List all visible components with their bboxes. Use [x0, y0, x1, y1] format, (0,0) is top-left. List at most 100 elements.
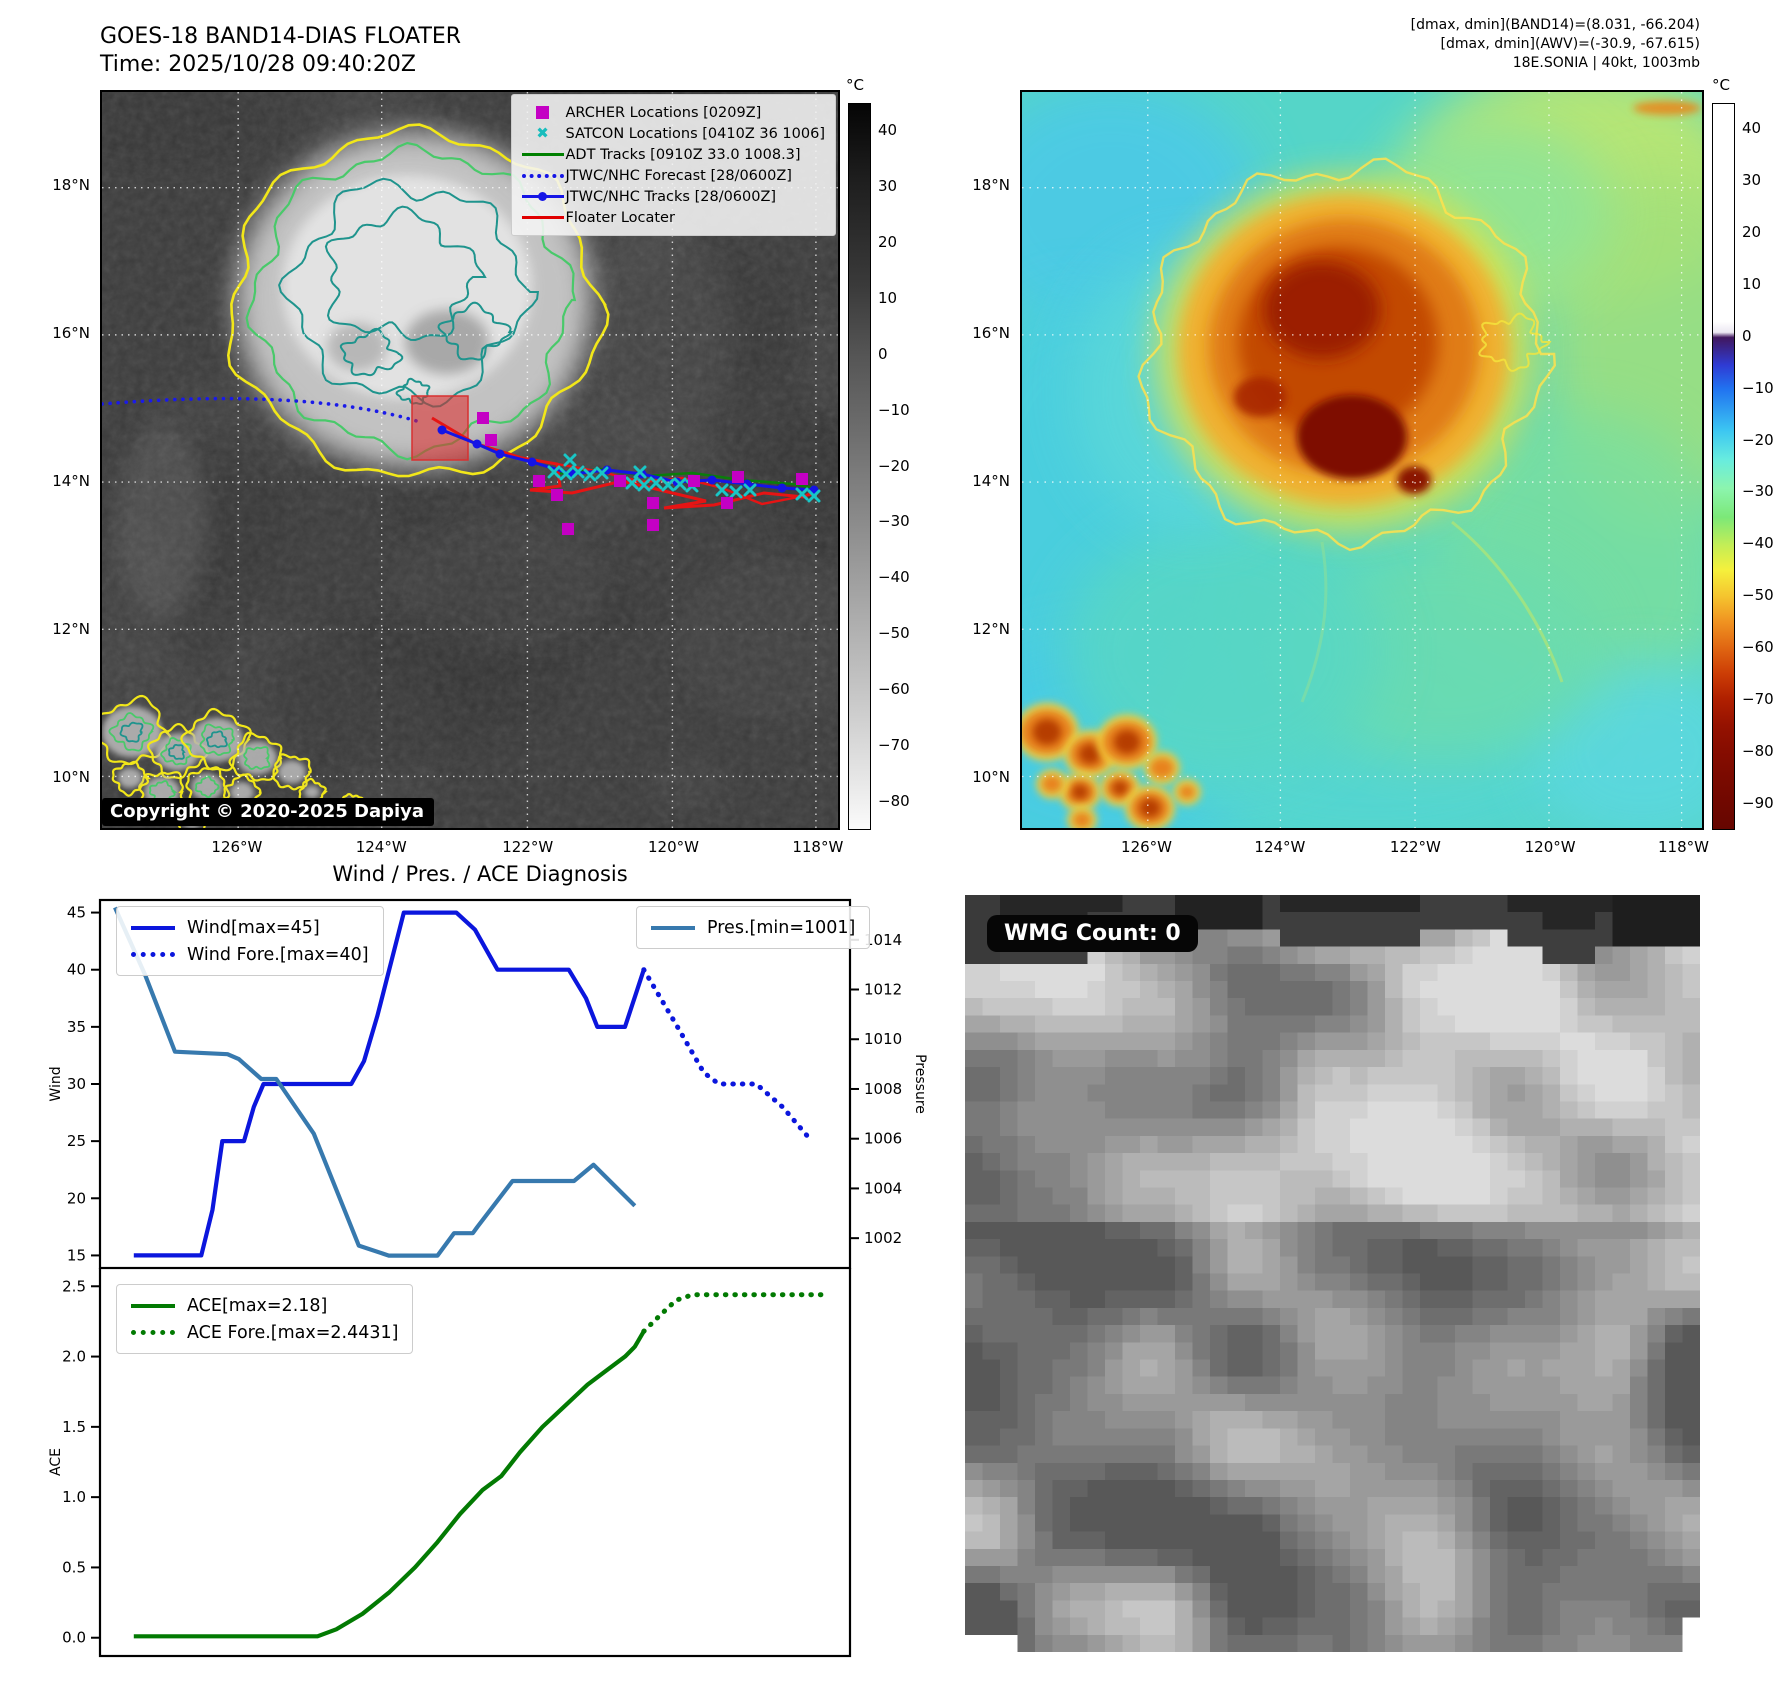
ace-legend-row: ACE[max=2.18] — [131, 1292, 398, 1319]
legend-label: Floater Locater — [565, 209, 675, 226]
awv-colorbar — [1712, 103, 1735, 830]
svg-text:1.0: 1.0 — [62, 1488, 86, 1506]
page-subtitle-time: Time: 2025/10/28 09:40:20Z — [100, 52, 416, 77]
ace-fore-legend-row: ACE Fore.[max=2.4431] — [131, 1319, 398, 1346]
wmg-image — [965, 895, 1700, 1652]
pres-legend-row: Pres.[min=1001] — [651, 914, 855, 941]
copyright-badge: Copyright © 2020-2025 Dapiya — [102, 798, 435, 826]
colorbar-tick-label: −30 — [878, 512, 910, 531]
legend-label: SATCON Locations [0410Z 36 1006] — [565, 125, 825, 142]
legend-label: ARCHER Locations [0209Z] — [565, 104, 762, 121]
pres-legend-label: Pres.[min=1001] — [707, 917, 856, 938]
lat-tick-label: 12°N — [52, 620, 90, 639]
band14-colorbar-unit: °C — [846, 76, 864, 94]
lon-tick-label: 120°W — [648, 838, 699, 856]
legend-label: JTWC/NHC Tracks [28/0600Z] — [565, 188, 777, 205]
awv-lat-axis: 18°N 16°N 14°N 12°N 10°N — [958, 90, 1014, 830]
lat-tick-label: 10°N — [972, 768, 1010, 787]
lon-tick-label: 118°W — [792, 838, 844, 856]
info-dmax-awv: [dmax, dmin](AWV)=(-30.9, -67.615) — [1440, 36, 1700, 52]
lon-tick-label: 126°W — [211, 838, 263, 856]
ace-fore-dotted-icon — [131, 1330, 175, 1335]
lon-tick-label: 124°W — [355, 838, 407, 856]
colorbar-tick-label: 30 — [878, 176, 898, 195]
band14-map-panel: ARCHER Locations [0209Z] ✖ SATCON Locati… — [100, 90, 840, 830]
svg-text:45: 45 — [67, 904, 86, 922]
colorbar-tick-label: −70 — [878, 736, 910, 755]
ace-legend-box: ACE[max=2.18] ACE Fore.[max=2.4431] — [116, 1284, 414, 1354]
svg-text:25: 25 — [67, 1132, 86, 1150]
svg-text:2.5: 2.5 — [62, 1277, 86, 1295]
lat-tick-label: 18°N — [52, 176, 90, 195]
page-title: GOES-18 BAND14-DIAS FLOATER — [100, 24, 462, 49]
wmg-panel: WMG Count: 0 — [965, 895, 1700, 1652]
svg-text:35: 35 — [67, 1018, 86, 1036]
svg-text:0.5: 0.5 — [62, 1558, 86, 1576]
colorbar-tick-label: −60 — [878, 680, 910, 699]
wind-fore-dotted-icon — [131, 952, 175, 957]
lon-tick-label: 126°W — [1121, 838, 1173, 856]
adt-line-icon — [520, 153, 566, 156]
lat-tick-label: 10°N — [52, 768, 90, 787]
colorbar-tick-label: −20 — [878, 456, 910, 475]
wind-legend-label: Wind[max=45] — [187, 917, 320, 938]
svg-text:40: 40 — [67, 961, 86, 979]
band14-colorbar-ticks: 40 30 20 10 0 −10 −20 −30 −40 −50 −60 −70 −80 — [878, 103, 928, 830]
colorbar-tick-label: 10 — [1742, 274, 1762, 293]
svg-text:0.0: 0.0 — [62, 1629, 86, 1647]
band14-lon-axis: 126°W 124°W 122°W 120°W 118°W — [100, 836, 843, 858]
legend-label: ADT Tracks [0910Z 33.0 1008.3] — [565, 146, 801, 163]
svg-text:1002: 1002 — [864, 1229, 902, 1247]
forecast-dotted-icon — [520, 173, 566, 178]
floater-line-icon — [520, 216, 566, 219]
colorbar-tick-label: −80 — [878, 792, 910, 811]
colorbar-tick-label: −80 — [1742, 742, 1774, 761]
archer-square-icon — [520, 106, 566, 119]
colorbar-tick-label: 20 — [1742, 222, 1762, 241]
ace-legend-label: ACE[max=2.18] — [187, 1295, 328, 1316]
legend-row-archer: ARCHER Locations [0209Z] — [520, 102, 825, 123]
lat-tick-label: 16°N — [52, 324, 90, 343]
svg-text:1.5: 1.5 — [62, 1418, 86, 1436]
svg-text:15: 15 — [67, 1246, 86, 1264]
lat-tick-label: 16°N — [972, 324, 1010, 343]
lat-tick-label: 14°N — [972, 472, 1010, 491]
svg-text:2.0: 2.0 — [62, 1348, 86, 1366]
wind-fore-legend-row: Wind Fore.[max=40] — [131, 941, 369, 968]
colorbar-tick-label: 40 — [1742, 118, 1762, 137]
lon-tick-label: 122°W — [1389, 838, 1441, 856]
svg-text:1014: 1014 — [864, 931, 902, 949]
band14-legend: ARCHER Locations [0209Z] ✖ SATCON Locati… — [510, 94, 836, 236]
colorbar-tick-label: −40 — [878, 568, 910, 587]
lat-tick-label: 14°N — [52, 472, 90, 491]
ace-fore-legend-label: ACE Fore.[max=2.4431] — [187, 1322, 399, 1343]
awv-lon-axis: 126°W 124°W 122°W 120°W 118°W — [1020, 836, 1709, 858]
legend-row-tracks: JTWC/NHC Tracks [28/0600Z] — [520, 186, 825, 207]
colorbar-tick-label: −30 — [1742, 482, 1774, 501]
diagnosis-chart-title: Wind / Pres. / ACE Diagnosis — [332, 862, 628, 886]
awv-colorbar-unit: °C — [1712, 76, 1730, 94]
awv-colorbar-ticks: 40 30 20 10 0 −10 −20 −30 −40 −50 −60 −70 −80 −90 — [1742, 103, 1792, 830]
wmg-count-badge: WMG Count: 0 — [987, 915, 1198, 952]
band14-colorbar — [848, 103, 871, 830]
legend-row-floater: Floater Locater — [520, 207, 825, 228]
svg-text:1006: 1006 — [864, 1130, 902, 1148]
legend-row-forecast: JTWC/NHC Forecast [28/0600Z] — [520, 165, 825, 186]
lon-tick-label: 120°W — [1524, 838, 1576, 856]
colorbar-tick-label: 0 — [1742, 326, 1752, 345]
svg-text:1012: 1012 — [864, 981, 902, 999]
pressure-legend-box: Pres.[min=1001] — [636, 906, 871, 949]
colorbar-tick-label: −10 — [1742, 378, 1774, 397]
colorbar-tick-label: 30 — [1742, 170, 1762, 189]
svg-text:1010: 1010 — [864, 1030, 902, 1048]
wind-legend-box: Wind[max=45] Wind Fore.[max=40] — [116, 906, 384, 976]
lon-tick-label: 124°W — [1254, 838, 1306, 856]
awv-satellite-art — [1022, 92, 1702, 828]
info-dmax-band14: [dmax, dmin](BAND14)=(8.031, -66.204) — [1410, 17, 1700, 33]
legend-label: JTWC/NHC Forecast [28/0600Z] — [565, 167, 792, 184]
lon-tick-label: 122°W — [502, 838, 554, 856]
colorbar-tick-label: −70 — [1742, 690, 1774, 709]
wind-legend-row: Wind[max=45] — [131, 914, 369, 941]
svg-text:30: 30 — [67, 1075, 86, 1093]
